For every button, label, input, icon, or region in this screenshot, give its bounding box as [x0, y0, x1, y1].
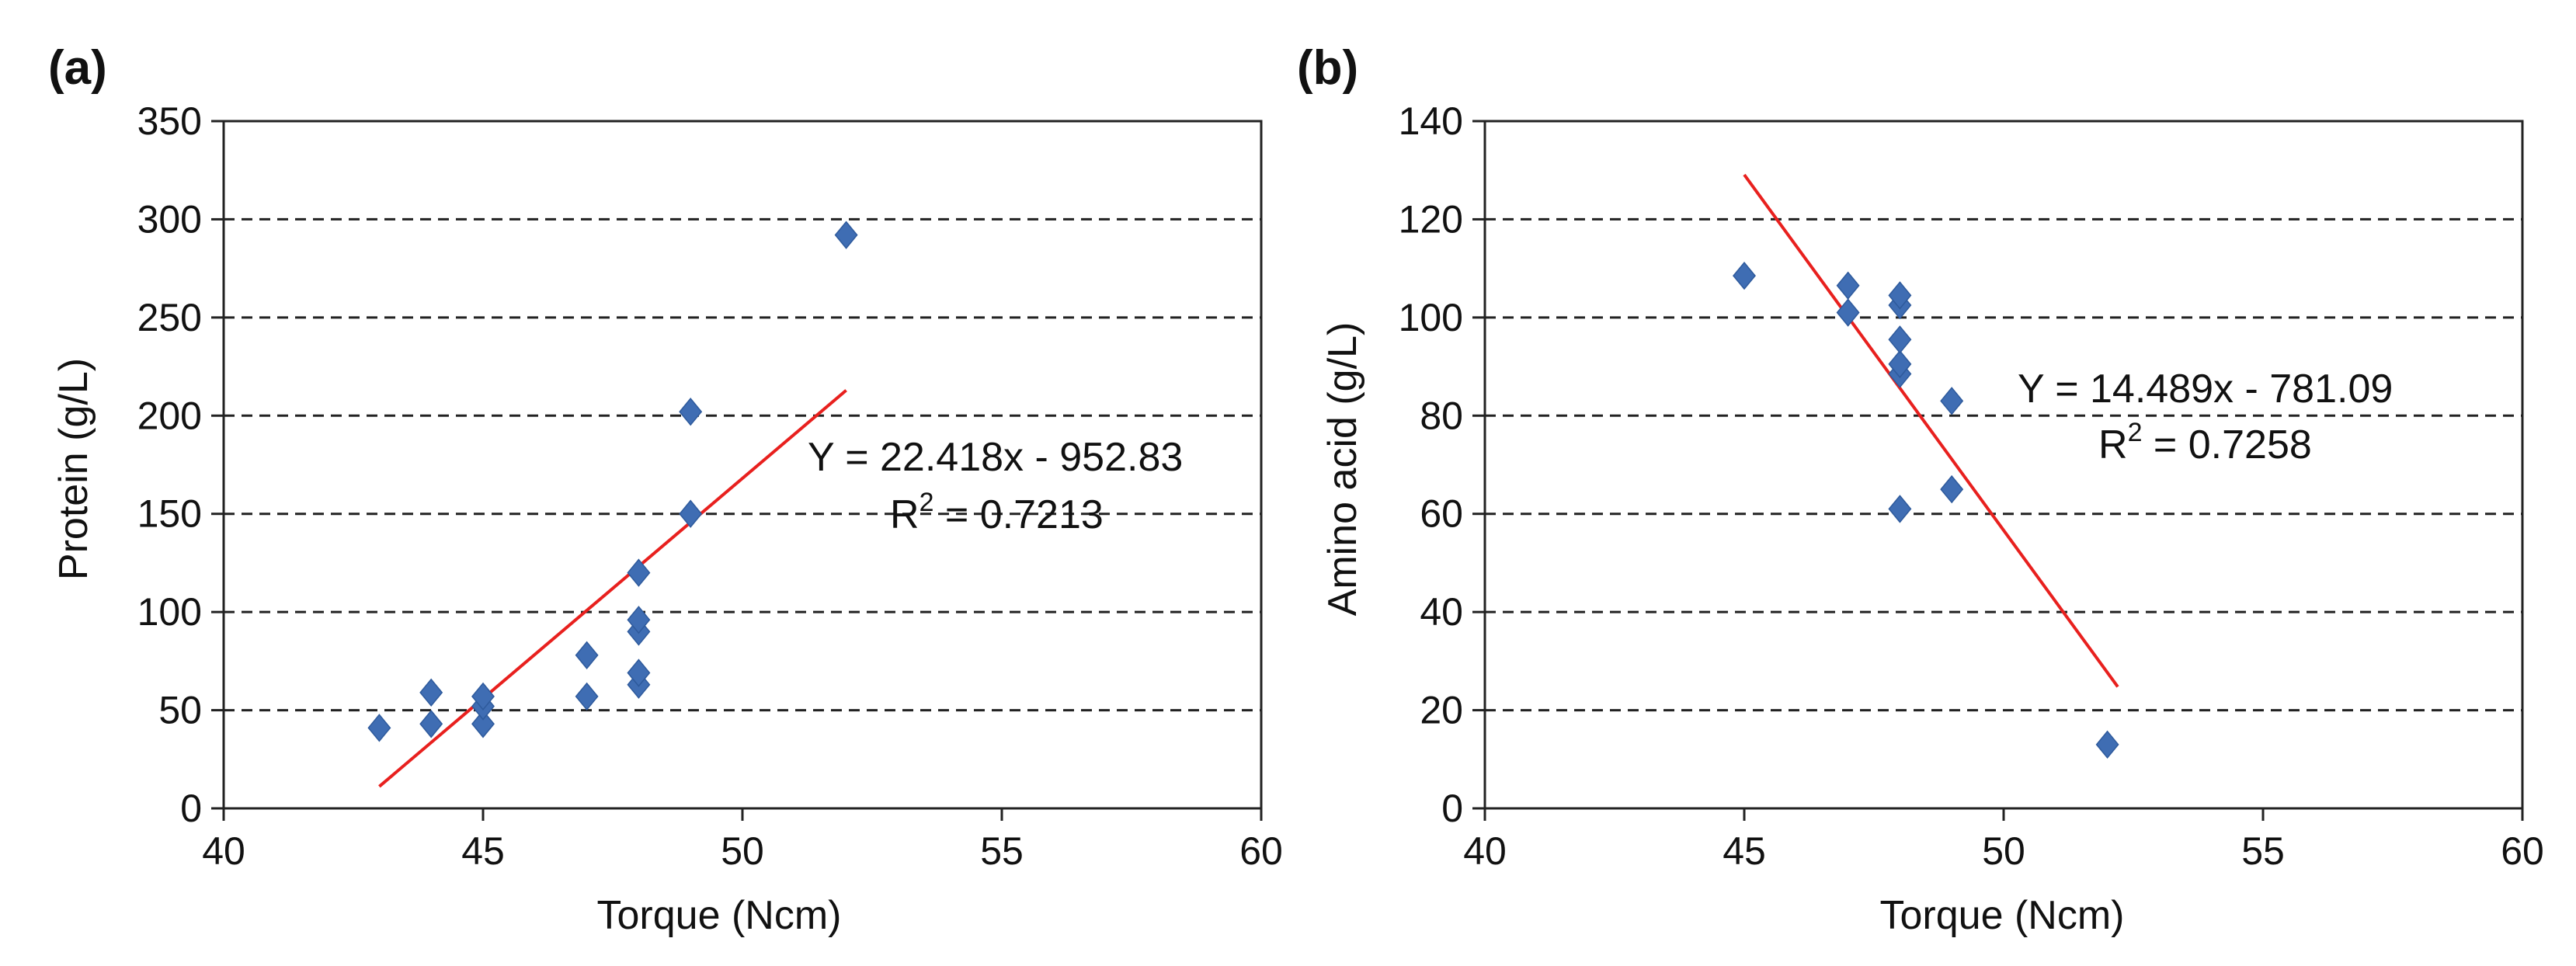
- r-squared-prefix-a: R: [890, 492, 920, 537]
- data-point-b-1: [1836, 298, 1860, 327]
- y-tick-label-b-7: 140: [1399, 99, 1463, 143]
- panel-label-b: (b): [1297, 41, 1358, 95]
- x-tick-labels-b: 40 45 50 55 60: [1463, 829, 2544, 873]
- y-tick-label-a-7: 350: [137, 99, 202, 143]
- y-axis-title-a: Protein (g/L): [51, 358, 96, 580]
- y-tick-label-b-3: 60: [1420, 492, 1463, 536]
- x-tick-label-b-3: 55: [2241, 829, 2285, 873]
- y-tick-label-a-3: 150: [137, 492, 202, 536]
- r-squared-value-a: = 0.7213: [933, 492, 1103, 537]
- y-tick-label-b-2: 40: [1420, 590, 1463, 634]
- plot-frame-b: [1472, 120, 2524, 821]
- trendline-a: [378, 389, 847, 788]
- chart-panel-b: (b) 0 20 40 60 80 100 120 140 40 45 50 55 60 Torque…: [1297, 41, 2544, 938]
- data-point-a-0: [367, 714, 391, 742]
- panel-label-a: (a): [48, 41, 107, 95]
- y-tick-label-a-5: 250: [137, 296, 202, 339]
- r-squared-superscript-a: 2: [920, 488, 934, 517]
- data-point-a-14: [679, 398, 703, 426]
- y-tick-label-b-4: 80: [1420, 394, 1463, 437]
- trendline-b: [1743, 173, 2119, 688]
- x-tick-label-a-0: 40: [202, 829, 245, 873]
- y-tick-label-a-1: 50: [158, 689, 202, 732]
- data-points-b: [1733, 261, 2119, 759]
- data-point-a-2: [419, 678, 443, 707]
- x-tick-label-b-1: 45: [1723, 829, 1766, 873]
- x-tick-label-a-1: 45: [461, 829, 505, 873]
- x-axis-title-b: Torque (Ncm): [1880, 893, 2125, 938]
- data-point-a-3: [471, 710, 495, 738]
- data-point-a-11: [627, 606, 651, 634]
- data-point-b-11: [2095, 730, 2119, 759]
- data-point-a-7: [575, 641, 599, 669]
- data-point-b-10: [1940, 387, 1964, 415]
- x-tick-label-a-2: 50: [721, 829, 764, 873]
- trend-equation-a: Y = 22.418x - 952.83: [808, 435, 1183, 480]
- r-squared-value-b: = 0.7258: [2142, 422, 2311, 467]
- data-point-b-9: [1940, 474, 1964, 504]
- data-point-a-1: [419, 710, 443, 738]
- y-tick-label-b-5: 100: [1399, 296, 1463, 339]
- data-point-a-5: [471, 682, 495, 711]
- data-point-b-8: [1888, 281, 1912, 310]
- chart-panel-a: (a) 0 50 100 150 200 250 300 350 40 45 50 55 60 Tor…: [48, 41, 1283, 938]
- plot-border-b: [1483, 120, 2524, 810]
- x-tick-label-b-2: 50: [1982, 829, 2025, 873]
- data-point-a-9: [627, 658, 651, 687]
- r-squared-b: R2 = 0.7258: [2098, 418, 2312, 467]
- y-tick-label-b-0: 0: [1441, 787, 1463, 830]
- y-tick-label-a-0: 0: [180, 787, 202, 830]
- y-tick-labels-a: 0 50 100 150 200 250 300 350: [137, 99, 202, 830]
- plot-frame-a: [211, 120, 1263, 821]
- r-squared-superscript-b: 2: [2128, 418, 2143, 447]
- y-axis-title-b: Amino acid (g/L): [1320, 322, 1365, 617]
- data-point-b-5: [1888, 349, 1912, 379]
- data-point-a-13: [679, 499, 703, 528]
- y-tick-label-a-2: 100: [137, 590, 202, 634]
- grid-lines-b: [1485, 217, 2522, 712]
- y-tick-label-b-6: 120: [1399, 197, 1463, 241]
- y-tick-labels-b: 0 20 40 60 80 100 120 140: [1399, 99, 1463, 830]
- y-tick-label-a-6: 300: [137, 197, 202, 241]
- data-point-b-3: [1888, 495, 1912, 523]
- x-tick-label-a-3: 55: [980, 829, 1024, 873]
- x-tick-labels-a: 40 45 50 55 60: [202, 829, 1283, 873]
- y-tick-label-a-4: 200: [137, 394, 202, 437]
- grid-lines-a: [224, 217, 1261, 712]
- data-point-a-15: [834, 221, 858, 249]
- data-point-b-2: [1836, 271, 1860, 300]
- r-squared-a: R2 = 0.7213: [890, 488, 1104, 537]
- x-tick-label-b-0: 40: [1463, 829, 1507, 873]
- data-point-a-12: [627, 558, 651, 587]
- y-tick-label-b-1: 20: [1420, 689, 1463, 732]
- data-point-b-0: [1733, 261, 1756, 290]
- data-point-b-6: [1888, 325, 1912, 354]
- data-points-a: [367, 221, 858, 742]
- r-squared-prefix-b: R: [2098, 422, 2128, 467]
- x-tick-label-a-4: 60: [1239, 829, 1283, 873]
- x-tick-label-b-4: 60: [2501, 829, 2544, 873]
- data-point-a-6: [575, 682, 599, 711]
- trend-equation-b: Y = 14.489x - 781.09: [2018, 367, 2393, 412]
- x-axis-title-a: Torque (Ncm): [597, 893, 842, 938]
